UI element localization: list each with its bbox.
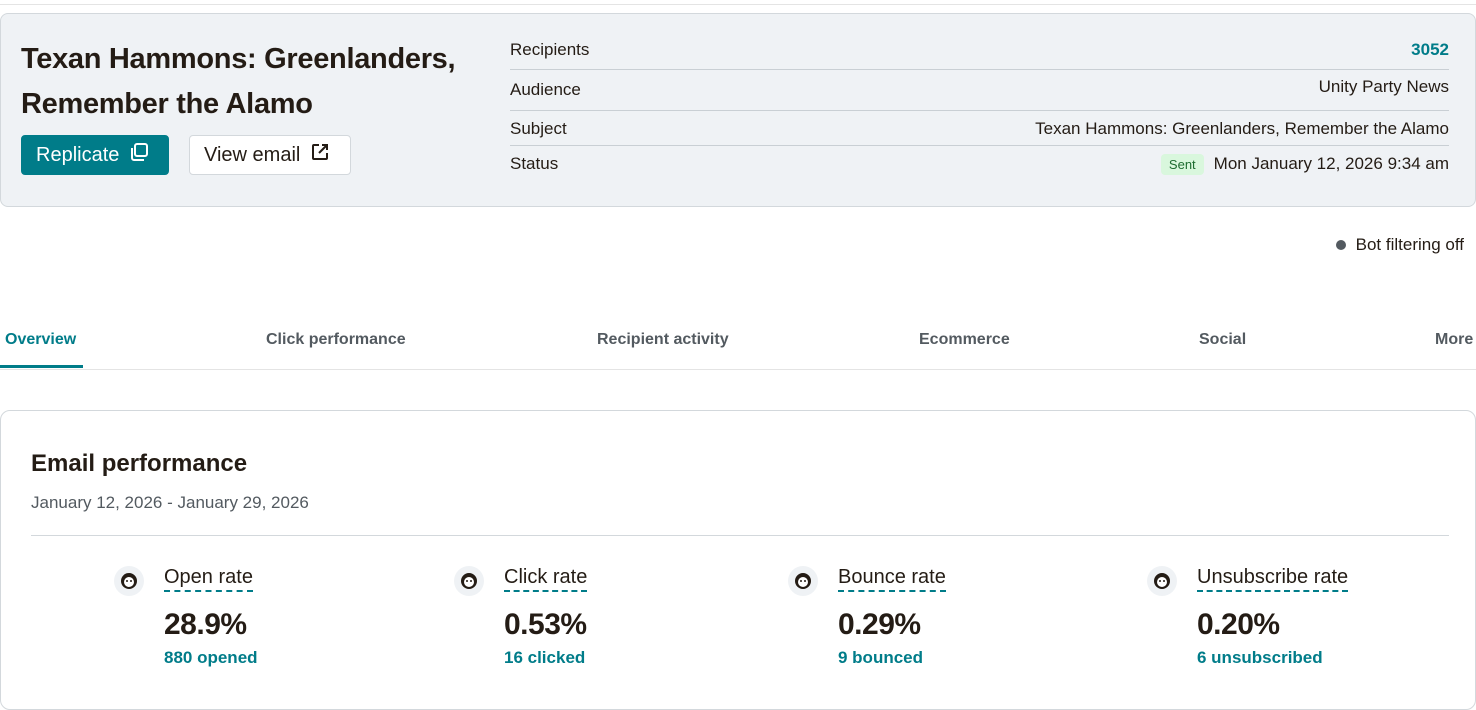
replicate-label: Replicate [36,143,120,166]
performance-divider [31,535,1449,536]
audience-row: Audience Unity Party News [510,70,1449,110]
tab-click-performance[interactable]: Click performance [266,330,406,348]
recipients-count-link[interactable]: 3052 [1411,40,1449,59]
view-email-label: View email [204,143,301,166]
mailchimp-freddie-icon [1147,566,1177,596]
performance-title: Email performance [31,450,248,477]
metric-click-rate: Click rate 0.53% 16 clicked [454,566,588,668]
replicate-button[interactable]: Replicate [21,135,169,175]
tab-social[interactable]: Social [1199,330,1247,348]
meta-divider [510,145,1449,146]
copy-icon [129,142,149,168]
metric-bounce-rate: Bounce rate 0.29% 9 bounced [788,566,946,668]
external-link-icon [310,142,330,168]
tab-ecommerce[interactable]: Ecommerce [919,330,1010,348]
subject-label: Subject [510,119,567,138]
subject-value: Texan Hammons: Greenlanders, Remember th… [1035,119,1449,138]
open-rate-label[interactable]: Open rate [164,566,253,592]
opened-count-link[interactable]: 880 opened [164,648,258,667]
view-email-button[interactable]: View email [189,135,351,175]
click-rate-value: 0.53% [504,608,587,641]
mailchimp-freddie-icon [454,566,484,596]
metric-unsubscribe-rate: Unsubscribe rate 0.20% 6 unsubscribed [1147,566,1349,668]
status-dot-icon [1335,240,1346,250]
status-date: Mon January 12, 2026 9:34 am [1213,154,1449,173]
email-performance-card [0,410,1476,710]
recipients-label: Recipients [510,40,590,59]
tab-recipient-activity[interactable]: Recipient activity [597,330,729,348]
unsubscribe-rate-label[interactable]: Unsubscribe rate [1197,566,1349,592]
metric-open-rate: Open rate 28.9% 880 opened [114,566,258,668]
campaign-title: Texan Hammons: Greenlanders, Remember th… [21,43,456,120]
status-row: Status Sent Mon January 12, 2026 9:34 am [510,144,1449,184]
bounce-rate-label[interactable]: Bounce rate [838,566,946,592]
unsubscribe-rate-value: 0.20% [1197,608,1280,641]
report-tabs: Overview Click performance Recipient act… [0,310,1476,370]
bot-filtering-indicator[interactable]: Bot filtering off [1335,235,1464,255]
subject-row: Subject Texan Hammons: Greenlanders, Rem… [510,109,1449,149]
top-divider [0,4,1476,5]
mailchimp-freddie-icon [788,566,818,596]
tab-more[interactable]: More [1435,330,1474,348]
recipients-row: Recipients 3052 [510,30,1449,70]
open-rate-value: 28.9% [164,608,247,641]
click-rate-label[interactable]: Click rate [504,566,588,592]
meta-divider [510,69,1449,70]
performance-date-range: January 12, 2026 - January 29, 2026 [31,493,309,512]
active-tab-indicator [0,365,83,368]
audience-label: Audience [510,80,581,99]
audience-value: Unity Party News [1318,77,1449,96]
bot-filtering-label: Bot filtering off [1355,235,1464,254]
bounced-count-link[interactable]: 9 bounced [838,648,924,667]
status-value-group: Sent Mon January 12, 2026 9:34 am [1160,153,1449,175]
clicked-count-link[interactable]: 16 clicked [504,648,586,667]
bounce-rate-value: 0.29% [838,608,921,641]
tab-overview[interactable]: Overview [5,330,77,348]
meta-divider [510,110,1449,111]
status-badge: Sent [1160,153,1204,175]
mailchimp-freddie-icon [114,566,144,596]
status-label: Status [510,154,559,173]
unsubscribed-count-link[interactable]: 6 unsubscribed [1197,648,1323,667]
